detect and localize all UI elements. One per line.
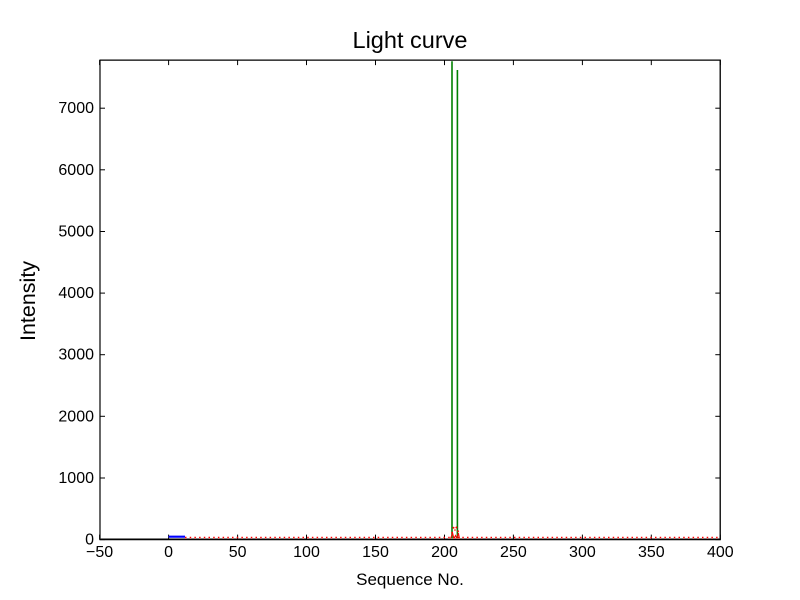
svg-text:400: 400 — [707, 544, 734, 561]
svg-text:6000: 6000 — [58, 162, 94, 179]
svg-text:0: 0 — [164, 544, 173, 561]
svg-text:1000: 1000 — [58, 470, 94, 487]
svg-text:300: 300 — [569, 544, 596, 561]
svg-text:Sequence No.: Sequence No. — [356, 570, 464, 589]
svg-text:350: 350 — [638, 544, 665, 561]
svg-text:2000: 2000 — [58, 408, 94, 425]
svg-text:200: 200 — [431, 544, 458, 561]
svg-text:250: 250 — [500, 544, 527, 561]
svg-text:7000: 7000 — [58, 100, 94, 117]
svg-text:100: 100 — [293, 544, 320, 561]
svg-text:50: 50 — [229, 544, 247, 561]
svg-text:5000: 5000 — [58, 223, 94, 240]
svg-text:0: 0 — [85, 532, 94, 549]
svg-text:Intensity: Intensity — [16, 261, 40, 341]
svg-text:3000: 3000 — [58, 347, 94, 364]
svg-text:150: 150 — [362, 544, 389, 561]
svg-text:4000: 4000 — [58, 285, 94, 302]
svg-text:Light curve: Light curve — [353, 27, 468, 53]
